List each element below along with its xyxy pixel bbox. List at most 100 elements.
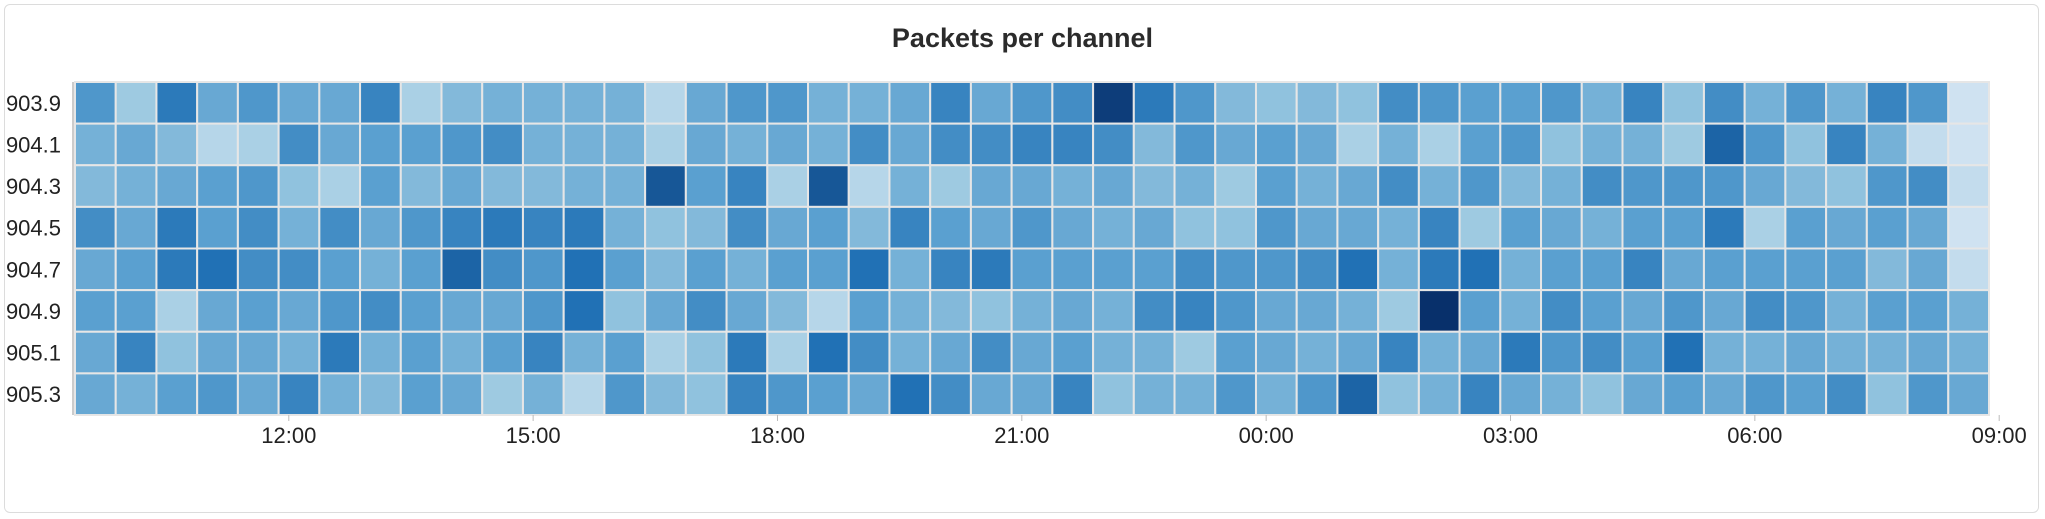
heatmap-cell[interactable] [847,164,891,208]
heatmap-cell[interactable] [644,164,687,208]
heatmap-cell[interactable] [1417,289,1461,333]
heatmap-cell[interactable] [1092,205,1135,250]
heatmap-cell[interactable] [440,122,484,167]
heatmap-cell[interactable] [1051,372,1095,417]
heatmap-cell[interactable] [644,205,687,250]
heatmap-cell[interactable] [1580,289,1624,333]
heatmap-cell[interactable] [1499,164,1543,208]
heatmap-cell[interactable] [969,205,1013,250]
heatmap-cell[interactable] [725,122,769,167]
heatmap-cell[interactable] [1254,330,1298,375]
heatmap-cell[interactable] [359,372,402,417]
heatmap-cell[interactable] [1784,289,1828,333]
heatmap-cell[interactable] [399,247,443,292]
heatmap-cell[interactable] [1254,122,1298,167]
heatmap-cell[interactable] [1540,122,1583,167]
heatmap-cell[interactable] [1010,247,1054,292]
heatmap-cell[interactable] [969,247,1013,292]
heatmap-cell[interactable] [1540,164,1583,208]
heatmap-cell[interactable] [277,122,321,167]
heatmap-cell[interactable] [1825,81,1868,125]
heatmap-cell[interactable] [1092,289,1135,333]
heatmap-cell[interactable] [969,164,1013,208]
heatmap-cell[interactable] [1214,289,1257,333]
heatmap-cell[interactable] [1214,205,1257,250]
heatmap-cell[interactable] [1702,81,1746,125]
heatmap-cell[interactable] [1377,164,1420,208]
heatmap-cell[interactable] [562,372,606,417]
heatmap-cell[interactable] [277,205,321,250]
heatmap-cell[interactable] [1865,289,1909,333]
heatmap-cell[interactable] [1662,81,1705,125]
heatmap-cell[interactable] [1458,372,1502,417]
heatmap-cell[interactable] [1214,330,1257,375]
heatmap-cell[interactable] [1499,205,1543,250]
heatmap-cell[interactable] [1825,372,1868,417]
heatmap-cell[interactable] [74,372,117,417]
heatmap-cell[interactable] [318,330,362,375]
heatmap-cell[interactable] [603,122,647,167]
heatmap-cell[interactable] [1906,330,1950,375]
heatmap-cell[interactable] [1336,330,1380,375]
heatmap-cell[interactable] [929,372,972,417]
heatmap-cell[interactable] [603,330,647,375]
heatmap-cell[interactable] [236,205,280,250]
heatmap-cell[interactable] [236,122,280,167]
heatmap-cell[interactable] [521,289,565,333]
heatmap-cell[interactable] [1947,81,1991,125]
heatmap-cell[interactable] [1540,81,1583,125]
heatmap-cell[interactable] [155,330,199,375]
heatmap-cell[interactable] [1743,330,1787,375]
heatmap-cell[interactable] [644,372,687,417]
heatmap-cell[interactable] [1662,164,1705,208]
heatmap-cell[interactable] [1906,122,1950,167]
heatmap-cell[interactable] [277,372,321,417]
heatmap-cell[interactable] [766,164,810,208]
heatmap-cell[interactable] [725,247,769,292]
heatmap-cell[interactable] [1336,247,1380,292]
heatmap-cell[interactable] [1377,330,1420,375]
heatmap-cell[interactable] [1865,81,1909,125]
heatmap-cell[interactable] [807,122,850,167]
heatmap-cell[interactable] [929,164,972,208]
heatmap-cell[interactable] [1947,247,1991,292]
heatmap-cell[interactable] [725,330,769,375]
heatmap-cell[interactable] [1702,247,1746,292]
heatmap-cell[interactable] [1377,122,1420,167]
heatmap-cell[interactable] [1214,372,1257,417]
heatmap-cell[interactable] [684,164,728,208]
heatmap-cell[interactable] [1662,372,1705,417]
heatmap-cell[interactable] [1743,164,1787,208]
heatmap-cell[interactable] [1743,247,1787,292]
heatmap-cell[interactable] [1702,372,1746,417]
heatmap-cell[interactable] [562,330,606,375]
heatmap-cell[interactable] [359,81,402,125]
heatmap-cell[interactable] [929,247,972,292]
heatmap-cell[interactable] [1295,247,1339,292]
heatmap-cell[interactable] [1662,330,1705,375]
heatmap-cell[interactable] [1214,164,1257,208]
heatmap-cell[interactable] [1743,289,1787,333]
heatmap-cell[interactable] [1458,247,1502,292]
heatmap-cell[interactable] [359,164,402,208]
heatmap-cell[interactable] [236,372,280,417]
heatmap-cell[interactable] [929,289,972,333]
heatmap-cell[interactable] [399,81,443,125]
heatmap-cell[interactable] [1784,247,1828,292]
heatmap-cell[interactable] [318,164,362,208]
heatmap-cell[interactable] [929,330,972,375]
heatmap-cell[interactable] [1621,330,1665,375]
heatmap-cell[interactable] [481,372,524,417]
heatmap-cell[interactable] [1132,247,1176,292]
heatmap-cell[interactable] [196,81,239,125]
heatmap-cell[interactable] [1580,164,1624,208]
heatmap-cell[interactable] [318,289,362,333]
heatmap-cell[interactable] [359,289,402,333]
heatmap-cell[interactable] [318,205,362,250]
heatmap-cell[interactable] [1662,289,1705,333]
heatmap-cell[interactable] [1825,330,1868,375]
heatmap-cell[interactable] [888,122,932,167]
heatmap-cell[interactable] [1417,122,1461,167]
heatmap-cell[interactable] [1906,164,1950,208]
heatmap-cell[interactable] [1702,330,1746,375]
